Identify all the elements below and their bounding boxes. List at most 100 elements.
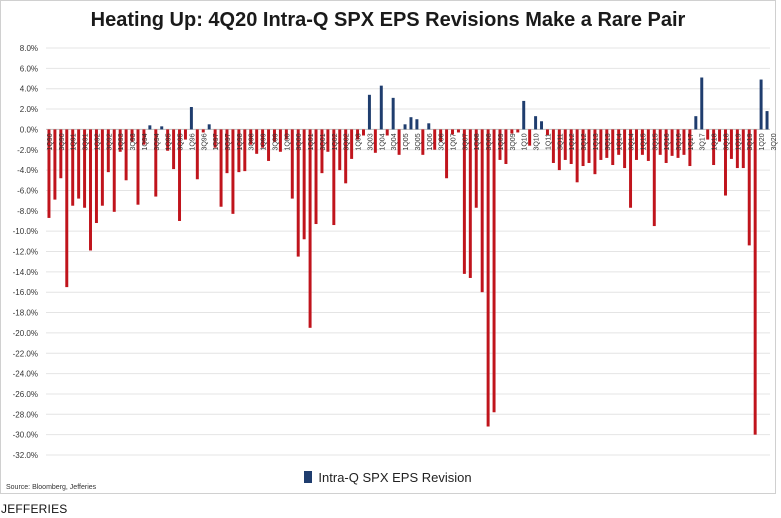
bar <box>569 129 573 164</box>
bar <box>362 129 365 136</box>
x-tick-label: 1Q99 <box>261 133 268 150</box>
x-tick-label: 3Q13 <box>605 133 612 150</box>
x-tick-label: 1Q19 <box>735 133 742 150</box>
bar <box>302 129 306 240</box>
x-tick-label: 3Q06 <box>439 133 446 150</box>
bar <box>201 129 205 133</box>
bar <box>724 129 727 196</box>
bar <box>231 129 235 214</box>
bar <box>89 129 92 251</box>
bar <box>183 129 187 140</box>
bar <box>682 129 686 155</box>
bar <box>587 129 591 163</box>
x-tick-label: 3Q94 <box>154 133 161 150</box>
grid-lines <box>46 47 770 456</box>
bar <box>451 129 454 135</box>
bar <box>255 129 259 154</box>
x-tick-label: 1Q02 <box>332 133 339 150</box>
bar <box>439 129 443 142</box>
bar <box>124 129 128 181</box>
bar <box>403 124 407 130</box>
bar <box>290 129 294 199</box>
footer-brand: JEFFERIES <box>1 502 68 516</box>
bar <box>296 129 300 257</box>
x-tick-label: 3Q18 <box>723 133 730 150</box>
x-tick-label: 3Q10 <box>534 133 541 150</box>
x-tick-label: 1Q07 <box>451 133 458 150</box>
x-tick-label: 1Q03 <box>356 133 363 150</box>
y-tick-label: -6.0% <box>17 186 38 195</box>
bar <box>314 129 318 225</box>
x-tick-label: 3Q17 <box>700 133 707 150</box>
x-tick-label: 1Q93 <box>118 133 125 150</box>
x-axis: 1Q90 3Q90 1Q91 3Q91 1Q92 3Q92 1Q93 3Q93 1Q94 3Q94… <box>47 133 778 150</box>
x-tick-label: 3Q09 <box>510 133 517 150</box>
bar <box>118 129 122 152</box>
y-tick-label: 2.0% <box>20 105 38 114</box>
bar <box>676 129 680 158</box>
x-tick-label: 3Q16 <box>676 133 683 150</box>
x-tick-label: 1Q18 <box>712 133 719 150</box>
bar <box>59 129 63 179</box>
bar <box>623 129 627 169</box>
bar <box>53 129 57 200</box>
x-tick-label: 1Q98 <box>237 133 244 150</box>
bar <box>498 129 502 160</box>
bar <box>148 125 152 130</box>
bar <box>261 129 265 148</box>
y-tick-label: -16.0% <box>13 288 38 297</box>
x-tick-label: 3Q96 <box>201 133 208 150</box>
x-tick-label: 3Q02 <box>344 133 351 150</box>
bar <box>272 129 276 142</box>
bar <box>474 129 478 208</box>
bar <box>528 129 532 146</box>
x-tick-label: 1Q09 <box>498 133 505 150</box>
y-tick-label: -26.0% <box>13 390 38 399</box>
y-tick-label: -18.0% <box>13 309 38 318</box>
bar <box>522 100 526 130</box>
bar <box>367 94 371 130</box>
x-tick-label: 1Q06 <box>427 133 434 150</box>
y-tick-label: -8.0% <box>17 207 38 216</box>
x-tick-label: 1Q17 <box>688 133 695 150</box>
bar <box>243 129 247 172</box>
source-note: Source: Bloomberg, Jefferies <box>6 484 97 491</box>
bar <box>213 129 217 148</box>
y-axis: 8.0% 6.0% 4.0% 2.0% 0.0% -2.0% -4.0% -6.0% -8.0%… <box>13 44 38 460</box>
y-tick-label: 0.0% <box>20 125 38 134</box>
bar <box>391 97 395 130</box>
bar <box>759 79 763 130</box>
legend: Intra-Q SPX EPS Revision <box>0 470 776 485</box>
bar <box>160 126 164 130</box>
bar <box>379 85 383 130</box>
bar <box>741 129 745 169</box>
x-tick-label: 3Q14 <box>629 133 636 150</box>
x-tick-label: 3Q19 <box>747 133 754 150</box>
chart-frame <box>0 0 776 494</box>
x-tick-label: 3Q98 <box>249 133 256 150</box>
bar <box>504 129 508 164</box>
bar <box>278 129 282 152</box>
x-tick-label: 3Q05 <box>415 133 422 150</box>
y-tick-label: 8.0% <box>20 44 38 53</box>
bar <box>207 124 211 130</box>
y-tick-label: -30.0% <box>13 431 38 440</box>
bar <box>540 121 544 130</box>
x-tick-label: 1Q16 <box>664 133 671 150</box>
y-tick-label: -20.0% <box>13 329 38 338</box>
bar <box>563 129 567 160</box>
bar <box>284 129 288 140</box>
bar <box>765 111 769 130</box>
x-tick-label: 1Q15 <box>640 133 647 150</box>
bar <box>100 129 104 206</box>
bar <box>581 129 585 167</box>
x-tick-label: 1Q11 <box>545 133 552 150</box>
bar <box>634 129 638 160</box>
bar <box>189 107 193 130</box>
bar <box>356 129 360 140</box>
bar <box>433 129 437 150</box>
bar <box>688 129 692 167</box>
bar <box>142 129 146 145</box>
bar <box>605 129 609 158</box>
